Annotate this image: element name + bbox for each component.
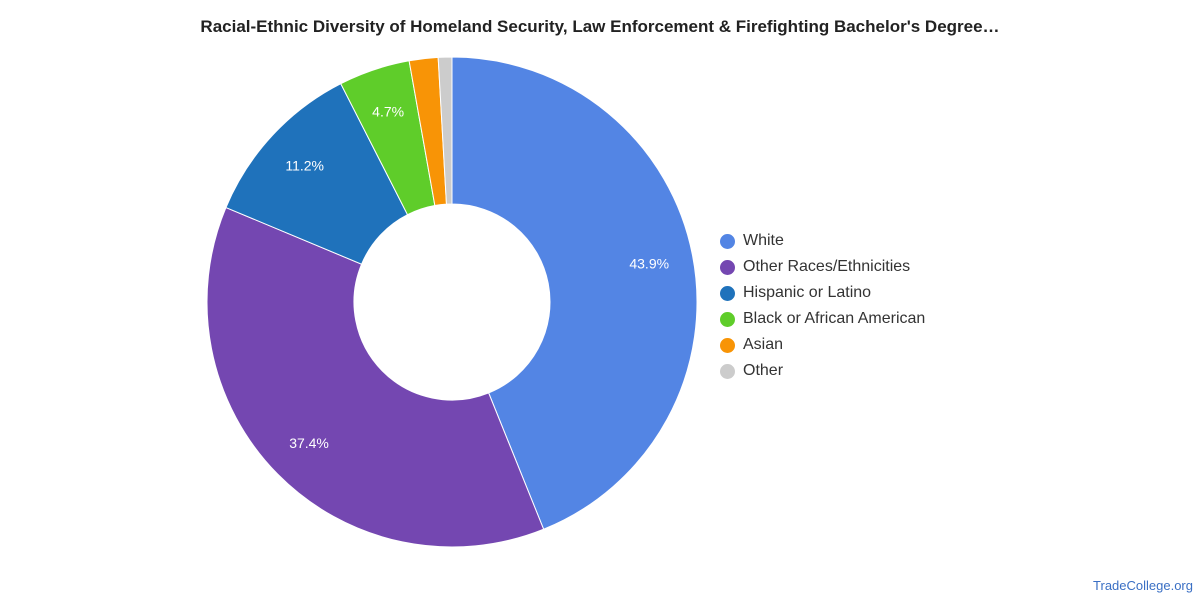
slice-other[interactable] — [437, 56, 453, 205]
legend-swatch — [720, 363, 735, 379]
legend-item[interactable]: Hispanic or Latino — [720, 280, 925, 306]
legend-swatch — [720, 311, 735, 327]
slice-other-races-ethnicities[interactable] — [206, 206, 545, 548]
slice-white[interactable] — [451, 56, 698, 530]
legend-swatch — [720, 285, 735, 301]
slice-value-label: 37.4% — [289, 435, 329, 451]
slice-hispanic-or-latino[interactable] — [225, 83, 409, 265]
legend-label: White — [743, 232, 784, 249]
legend-item[interactable]: Asian — [720, 332, 925, 358]
legend-label: Hispanic or Latino — [743, 284, 872, 301]
legend-item[interactable]: Black or African American — [720, 306, 925, 332]
legend-swatch — [720, 259, 735, 275]
legend-item[interactable]: Other — [720, 358, 925, 384]
legend-item[interactable]: White — [720, 228, 925, 254]
legend-label: Other — [743, 362, 784, 379]
source-link[interactable]: TradeCollege.org — [1093, 578, 1193, 593]
legend-item[interactable]: Other Races/Ethnicities — [720, 254, 925, 280]
chart-title: Racial-Ethnic Diversity of Homeland Secu… — [200, 17, 1000, 36]
slice-value-label: 11.2% — [285, 157, 324, 173]
legend-swatch — [720, 233, 735, 249]
slice-value-label: 4.7% — [372, 104, 404, 120]
legend-swatch — [720, 337, 735, 353]
chart-legend: White Other Races/Ethnicities Hispanic or … — [720, 228, 925, 384]
legend-label: Black or African American — [743, 310, 926, 327]
legend-label: Asian — [743, 336, 784, 353]
legend-label: Other Races/Ethnicities — [743, 258, 911, 275]
slice-value-label: 43.9% — [629, 256, 669, 272]
